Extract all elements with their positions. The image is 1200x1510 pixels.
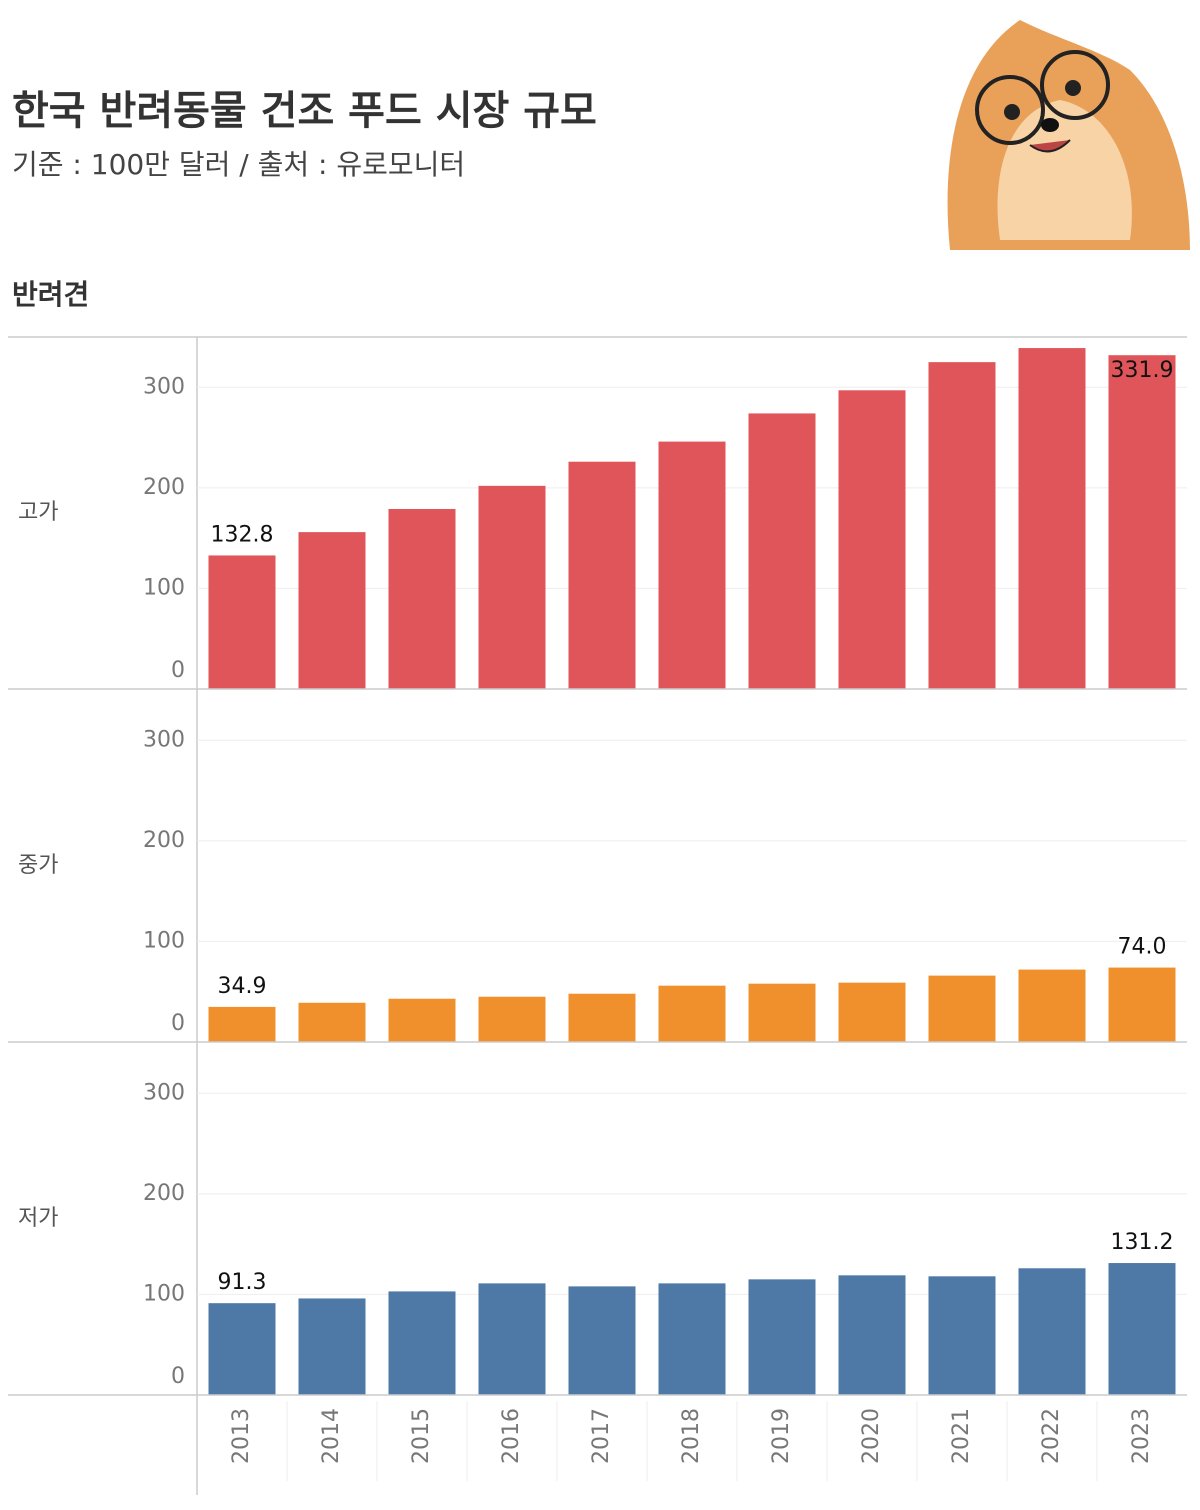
x-tick-label: 2021 bbox=[949, 1408, 974, 1464]
row-label: 저가 bbox=[18, 1206, 58, 1231]
bar bbox=[298, 1002, 366, 1042]
bar bbox=[478, 485, 546, 689]
y-tick-label: 200 bbox=[143, 1181, 185, 1206]
bar bbox=[658, 441, 726, 689]
bar bbox=[658, 1283, 726, 1395]
bar bbox=[838, 390, 906, 689]
frame bbox=[8, 336, 1187, 1495]
bar bbox=[568, 461, 636, 689]
bar bbox=[838, 1275, 906, 1395]
bar bbox=[388, 508, 456, 689]
bar bbox=[478, 996, 546, 1042]
y-tick-label: 100 bbox=[143, 928, 185, 953]
bar bbox=[1108, 967, 1176, 1042]
value-label: 74.0 bbox=[1118, 935, 1167, 960]
x-tick-label: 2022 bbox=[1039, 1408, 1064, 1464]
value-label: 91.3 bbox=[218, 1270, 267, 1295]
value-label: 131.2 bbox=[1111, 1230, 1174, 1255]
section-label: 반려견 bbox=[12, 278, 89, 311]
x-tick-label: 2013 bbox=[229, 1408, 254, 1464]
chart-title: 한국 반려동물 건조 푸드 시장 규모 bbox=[12, 88, 597, 134]
bar bbox=[928, 1276, 996, 1395]
y-tick-label: 200 bbox=[143, 475, 185, 500]
bar bbox=[1018, 1268, 1086, 1395]
value-label: 34.9 bbox=[218, 974, 267, 999]
bar bbox=[838, 982, 906, 1042]
bar bbox=[568, 1286, 636, 1395]
bar bbox=[1108, 1263, 1176, 1395]
bar bbox=[748, 413, 816, 689]
y-tick-label: 100 bbox=[143, 1281, 185, 1306]
y-tick-label: 0 bbox=[171, 1364, 185, 1389]
bar bbox=[298, 1298, 366, 1395]
bar bbox=[1018, 348, 1086, 689]
bar bbox=[748, 1279, 816, 1395]
x-tick-label: 2016 bbox=[499, 1408, 524, 1464]
x-tick-label: 2020 bbox=[859, 1408, 884, 1464]
y-tick-label: 300 bbox=[143, 374, 185, 399]
x-tick-label: 2015 bbox=[409, 1408, 434, 1464]
y-tick-label: 300 bbox=[143, 1080, 185, 1105]
dog-illustration bbox=[947, 20, 1190, 250]
x-tick-label: 2019 bbox=[769, 1408, 794, 1464]
value-label: 331.9 bbox=[1111, 358, 1174, 383]
bar bbox=[1108, 355, 1176, 689]
bar bbox=[658, 985, 726, 1042]
bar bbox=[1018, 969, 1086, 1042]
bar bbox=[388, 998, 456, 1042]
y-tick-label: 0 bbox=[171, 1011, 185, 1036]
bar bbox=[208, 555, 276, 689]
row-label: 중가 bbox=[18, 853, 58, 878]
x-tick-label: 2017 bbox=[589, 1408, 614, 1464]
x-tick-label: 2014 bbox=[319, 1408, 344, 1464]
chart-subtitle: 기준 : 100만 달러 / 출처 : 유로모니터 bbox=[12, 148, 465, 181]
bar bbox=[478, 1283, 546, 1395]
y-tick-label: 100 bbox=[143, 575, 185, 600]
bar bbox=[928, 975, 996, 1042]
y-tick-label: 300 bbox=[143, 727, 185, 752]
bar bbox=[568, 993, 636, 1042]
x-tick-label: 2023 bbox=[1129, 1408, 1154, 1464]
bar bbox=[298, 532, 366, 689]
x-tick-label: 2018 bbox=[679, 1408, 704, 1464]
bar bbox=[388, 1291, 456, 1395]
bar bbox=[928, 362, 996, 689]
bar bbox=[208, 1303, 276, 1395]
y-tick-label: 0 bbox=[171, 658, 185, 683]
bar bbox=[208, 1006, 276, 1042]
value-label: 132.8 bbox=[211, 522, 274, 547]
bar bbox=[748, 983, 816, 1042]
row-label: 고가 bbox=[18, 500, 58, 525]
y-tick-label: 200 bbox=[143, 828, 185, 853]
